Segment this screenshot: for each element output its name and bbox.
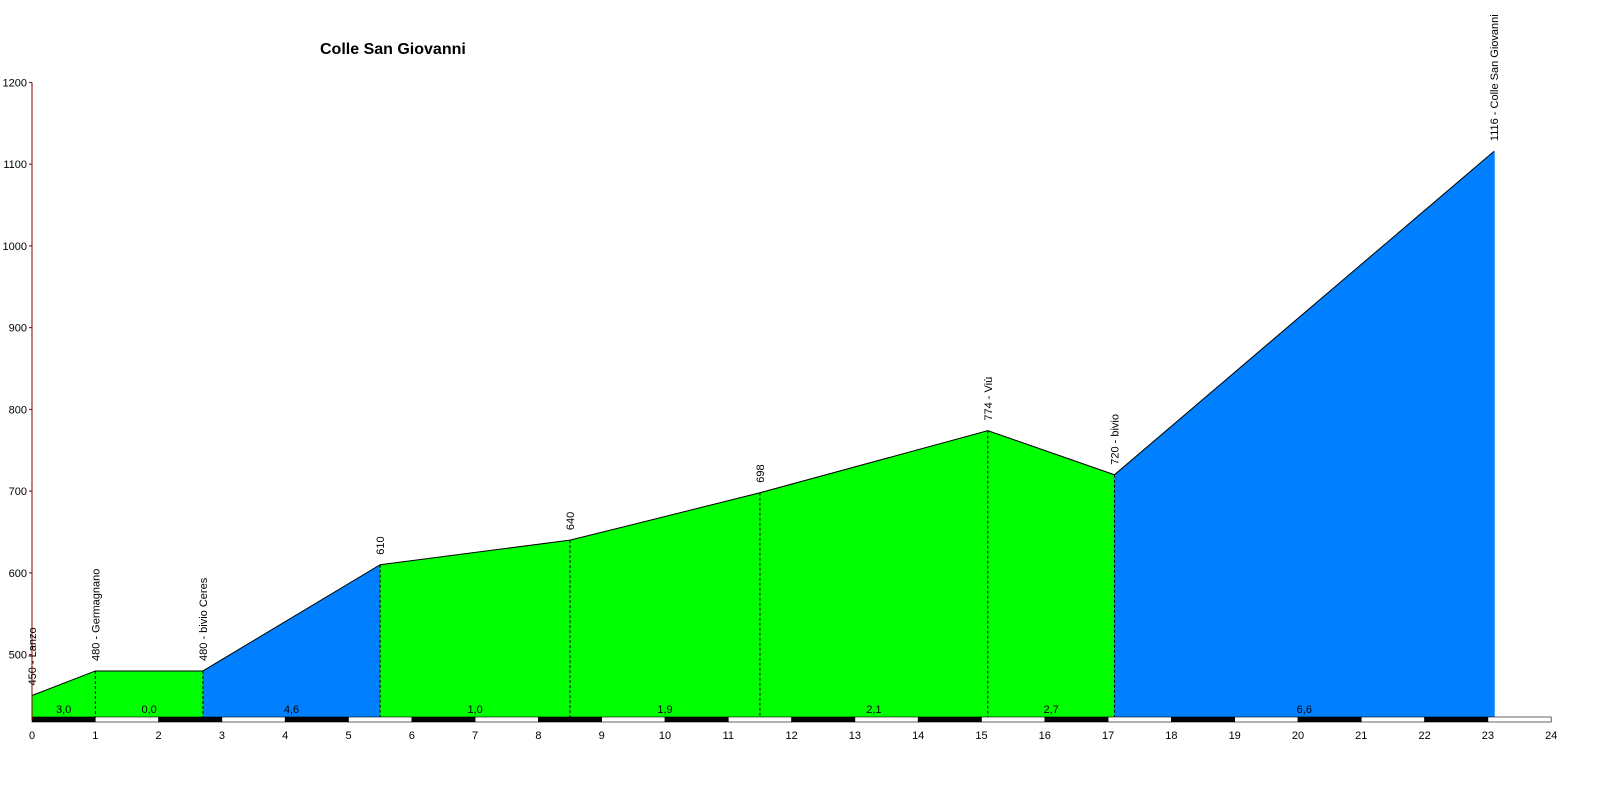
distance-scale-bar [31, 716, 1552, 723]
x-tick-label: 9 [599, 730, 605, 742]
scale-bar-km [1044, 716, 1109, 723]
segment-gradient-label: 6,6 [1297, 704, 1312, 716]
x-axis: 0 1 2 3 4 5 6 7 8 9 10 11 12 13 14 15 16 17 18 19 20 21 22 23 24 [29, 730, 1557, 742]
x-tick-label: 14 [912, 730, 924, 742]
profile-outline [31, 150, 1495, 720]
segment-dividers [94, 430, 1115, 720]
segment-gradient-label: 1,0 [467, 704, 482, 716]
x-tick-label: 15 [975, 730, 987, 742]
scale-bar-km [474, 716, 539, 723]
x-tick-label: 7 [472, 730, 478, 742]
y-tick-label: 500 [9, 650, 27, 662]
y-tick-label: 1200 [3, 77, 27, 89]
x-tick-label: 11 [723, 730, 734, 742]
segment-gradient-label: 0,0 [141, 704, 156, 716]
y-tick-label: 1100 [3, 159, 27, 171]
scale-bar-km [538, 716, 603, 723]
scale-bar-km [284, 716, 349, 723]
segment-fill [95, 670, 203, 720]
y-tick-label: 1000 [3, 241, 27, 253]
scale-bar-km [95, 716, 159, 723]
scale-bar-km [158, 716, 223, 723]
scale-bar-km [917, 716, 982, 723]
x-tick-label: 10 [659, 730, 671, 742]
segment-gradient-label: 1,9 [657, 704, 672, 716]
x-tick-label: 19 [1229, 730, 1241, 742]
scale-bar-km [221, 716, 286, 723]
y-tick-label: 800 [9, 404, 27, 416]
x-tick-label: 3 [219, 730, 225, 742]
scale-bar-km [1361, 716, 1425, 723]
x-tick-label: 21 [1355, 730, 1367, 742]
y-tick-label: 600 [9, 568, 27, 580]
waypoint-label: 480 - Germagnano [90, 569, 102, 661]
scale-bar-km [1171, 716, 1236, 723]
segment-fill [987, 430, 1115, 720]
scale-bar-km [1297, 716, 1362, 723]
scale-bar-km [854, 716, 919, 723]
waypoint-label: 698 [755, 464, 767, 482]
segment-gradient-label: 3,0 [56, 704, 71, 716]
x-tick-label: 22 [1418, 730, 1430, 742]
x-tick-label: 24 [1545, 730, 1557, 742]
segment-fill [202, 564, 381, 720]
scale-bar-km [664, 716, 729, 723]
segment-gradient-labels: 3,0 0,0 4,6 1,0 1,9 2,1 2,7 6,6 [56, 704, 1312, 716]
segment-fill [32, 670, 96, 720]
x-tick-label: 17 [1102, 730, 1114, 742]
x-tick-label: 5 [345, 730, 351, 742]
scale-bar-km [1487, 716, 1552, 723]
scale-bar-km [1107, 716, 1172, 723]
segment-gradient-label: 4,6 [284, 704, 299, 716]
segment-gradient-label: 2,1 [866, 704, 881, 716]
segment-fill [1114, 151, 1495, 720]
waypoint-label: 610 [375, 536, 387, 554]
scale-bar-km [348, 716, 413, 723]
x-tick-label: 13 [849, 730, 861, 742]
x-tick-label: 2 [156, 730, 162, 742]
x-tick-label: 4 [282, 730, 288, 742]
segment-fill [380, 540, 571, 720]
waypoint-label: 720 - bivio [1109, 414, 1121, 465]
x-tick-label: 12 [785, 730, 797, 742]
waypoint-label: 480 - bivio Ceres [198, 577, 210, 661]
y-tick-label: 900 [9, 323, 27, 335]
scale-bar-km [791, 716, 856, 723]
profile-line [31, 150, 1495, 696]
segment-fill [570, 492, 760, 720]
scale-bar-km [1234, 716, 1299, 723]
scale-bar-km [727, 716, 792, 723]
scale-bar-km [31, 716, 96, 723]
x-tick-label: 23 [1482, 730, 1494, 742]
waypoint-labels: 450 - Lanzo 480 - Germagnano 480 - bivio C… [27, 14, 1501, 685]
segment-gradient-label: 2,7 [1043, 704, 1058, 716]
x-tick-label: 16 [1039, 730, 1051, 742]
x-tick-label: 6 [409, 730, 415, 742]
x-tick-label: 1 [92, 730, 98, 742]
scale-bar-km [601, 716, 666, 723]
waypoint-label: 640 [565, 512, 577, 530]
waypoint-label: 1116 - Colle San Giovanni [1489, 14, 1501, 141]
waypoint-label: 774 - Viù [983, 377, 995, 421]
x-tick-label: 18 [1165, 730, 1177, 742]
scale-bar-km [1424, 716, 1489, 723]
x-tick-label: 8 [535, 730, 541, 742]
scale-bar-km [981, 716, 1046, 723]
y-axis: 500 600 700 800 900 1000 1100 1200 [3, 77, 33, 720]
chart-title: Colle San Giovanni [320, 41, 466, 58]
segment-fill [759, 430, 988, 720]
profile-fills [32, 151, 1495, 720]
x-tick-label: 0 [29, 730, 35, 742]
x-tick-label: 20 [1292, 730, 1304, 742]
y-tick-label: 700 [9, 486, 27, 498]
scale-bar-km [411, 716, 476, 723]
waypoint-label: 450 - Lanzo [27, 627, 39, 685]
